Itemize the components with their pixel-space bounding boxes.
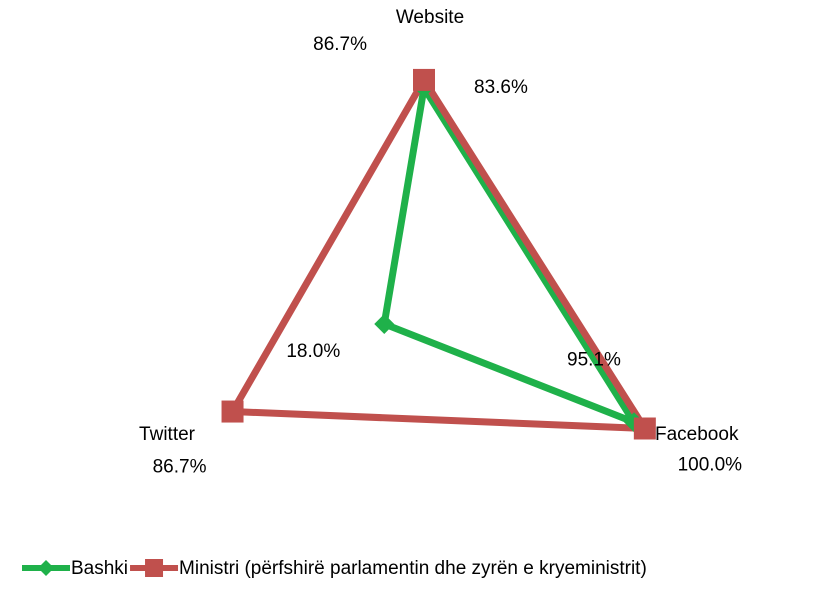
legend-marker: [145, 559, 164, 577]
series-line: [226, 73, 652, 433]
data-label: 100.0%: [678, 455, 743, 476]
marker: [413, 68, 435, 91]
data-label: 95.1%: [567, 349, 621, 370]
category-label: Website: [396, 7, 464, 28]
series-line: [380, 78, 643, 430]
legend-label: Ministri (përfshirë parlamentin dhe zyrë…: [179, 558, 647, 579]
data-label: 18.0%: [286, 341, 340, 362]
data-label: 86.7%: [153, 457, 207, 478]
legend-marker: [38, 560, 54, 576]
marker: [374, 313, 395, 334]
legend-label: Bashki: [71, 558, 128, 579]
marker: [221, 400, 244, 423]
data-label: 86.7%: [313, 34, 367, 55]
data-label: 83.6%: [474, 77, 528, 98]
marker: [633, 417, 656, 440]
category-label: Twitter: [139, 424, 196, 445]
category-label: Facebook: [655, 424, 739, 445]
